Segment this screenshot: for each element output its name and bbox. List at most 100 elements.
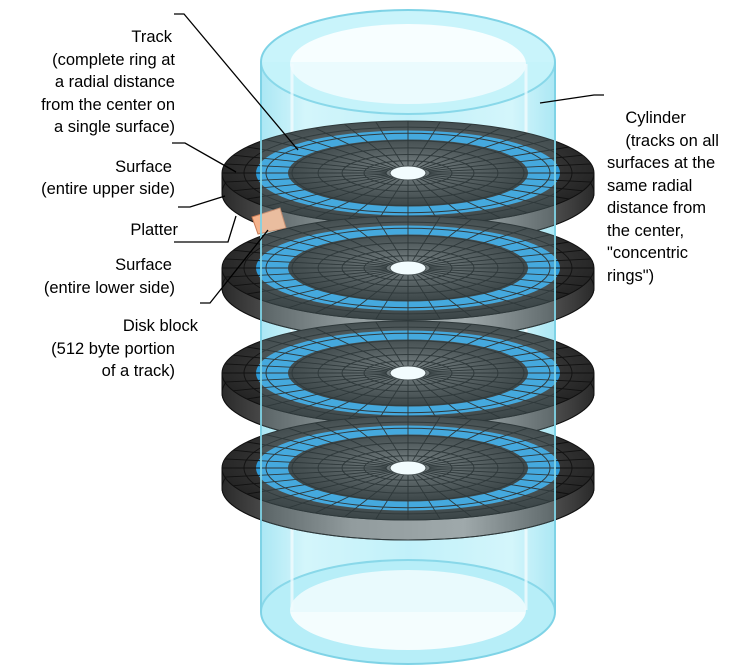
sector-line: [424, 176, 551, 207]
surface-upper-desc-text: (entire upper side): [41, 179, 175, 198]
cylinder-front: [260, 62, 556, 612]
sector-line: [429, 458, 592, 468]
sector-line: [246, 346, 390, 371]
sector-line: [411, 321, 441, 368]
disk-block-title: Disk block: [122, 316, 198, 335]
sector-line: [224, 173, 387, 183]
sector-line: [224, 468, 387, 478]
sector-line: [421, 272, 528, 309]
sector-line: [421, 377, 528, 414]
sector-line: [424, 471, 551, 502]
sector-line: [428, 249, 583, 267]
sector-line: [265, 339, 392, 370]
surface-lower-title: Surface: [115, 255, 172, 274]
sector-line: [288, 332, 395, 369]
sector-line: [314, 422, 398, 464]
disk-block-desc-text: (512 byte portion of a track): [51, 339, 175, 381]
platter-stack: [221, 62, 595, 612]
sector-line: [314, 377, 398, 419]
sector-line: [411, 273, 441, 320]
sector-line: [246, 441, 390, 466]
sector-line: [411, 473, 441, 520]
sector-line: [411, 416, 441, 463]
sector-line: [429, 268, 592, 278]
sector-line: [426, 346, 570, 371]
sector-line: [233, 374, 388, 392]
track-label: Track: [113, 3, 172, 71]
sector-line: [246, 470, 390, 495]
sector-line: [415, 218, 472, 263]
sector-line: [424, 139, 551, 170]
spindle-hole: [389, 365, 427, 381]
sector-line: [314, 272, 398, 314]
sector-line: [424, 434, 551, 465]
cylinder-label: Cylinder: [607, 84, 686, 152]
leader-lines: [172, 13, 604, 304]
surface-lower-desc-text: (entire lower side): [43, 278, 175, 297]
sector-line: [344, 473, 401, 518]
sector-line: [224, 458, 387, 468]
cylinder-front-tint: [261, 62, 556, 612]
platter: [221, 415, 595, 541]
sector-line: [265, 139, 392, 170]
sector-line: [426, 175, 570, 200]
sector-line: [375, 121, 405, 168]
sector-line: [429, 173, 592, 183]
sector-line: [418, 472, 502, 514]
surface-lower-description: (entire lower side): [26, 254, 175, 322]
sector-line: [428, 174, 583, 192]
sector-line: [421, 427, 528, 464]
sector-line: [375, 273, 405, 320]
sector-line: [224, 363, 387, 373]
sector-line: [429, 363, 592, 373]
cylinder-bottom-inner: [290, 570, 526, 650]
sector-line: [344, 378, 401, 423]
sector-line: [418, 222, 502, 264]
sector-line: [265, 434, 392, 465]
cylinder-description: (tracks on all surfaces at the same radi…: [607, 107, 719, 310]
platter: [221, 215, 595, 341]
cylinder-top-inner: [290, 24, 526, 104]
sector-line: [265, 471, 392, 502]
sector-line: [344, 218, 401, 263]
sector-line: [288, 177, 395, 214]
sector-line: [418, 177, 502, 219]
surface-lower-label: Surface: [97, 231, 172, 299]
disk-block-label: Disk block: [104, 292, 198, 360]
cylinder-leader: [539, 94, 604, 104]
sector-line: [429, 258, 592, 268]
sector-line: [314, 127, 398, 169]
sector-line: [415, 123, 472, 168]
sector-line: [415, 418, 472, 463]
sector-line: [375, 321, 405, 368]
sector-line: [415, 273, 472, 318]
sector-line: [233, 449, 388, 467]
sector-line: [288, 272, 395, 309]
sector-line: [418, 127, 502, 169]
sector-line: [429, 163, 592, 173]
sector-line: [411, 121, 441, 168]
disk-block-leader: [200, 229, 269, 304]
sector-line: [424, 339, 551, 370]
sector-line: [415, 323, 472, 368]
sector-line: [418, 377, 502, 419]
sector-line: [233, 174, 388, 192]
sector-line: [375, 473, 405, 520]
sector-line: [375, 216, 405, 263]
sector-line: [224, 163, 387, 173]
sector-line: [424, 376, 551, 407]
spindle-hole: [389, 165, 427, 181]
sector-line: [288, 472, 395, 509]
surface-upper-label: Surface: [97, 133, 172, 201]
sector-line: [429, 373, 592, 383]
sector-line: [426, 470, 570, 495]
sector-line: [233, 249, 388, 267]
sector-line: [265, 176, 392, 207]
platter-leader: [178, 195, 226, 208]
sector-line: [288, 427, 395, 464]
sector-line: [246, 270, 390, 295]
spindle-hole: [389, 260, 427, 276]
sector-line: [421, 472, 528, 509]
sector-line: [426, 270, 570, 295]
